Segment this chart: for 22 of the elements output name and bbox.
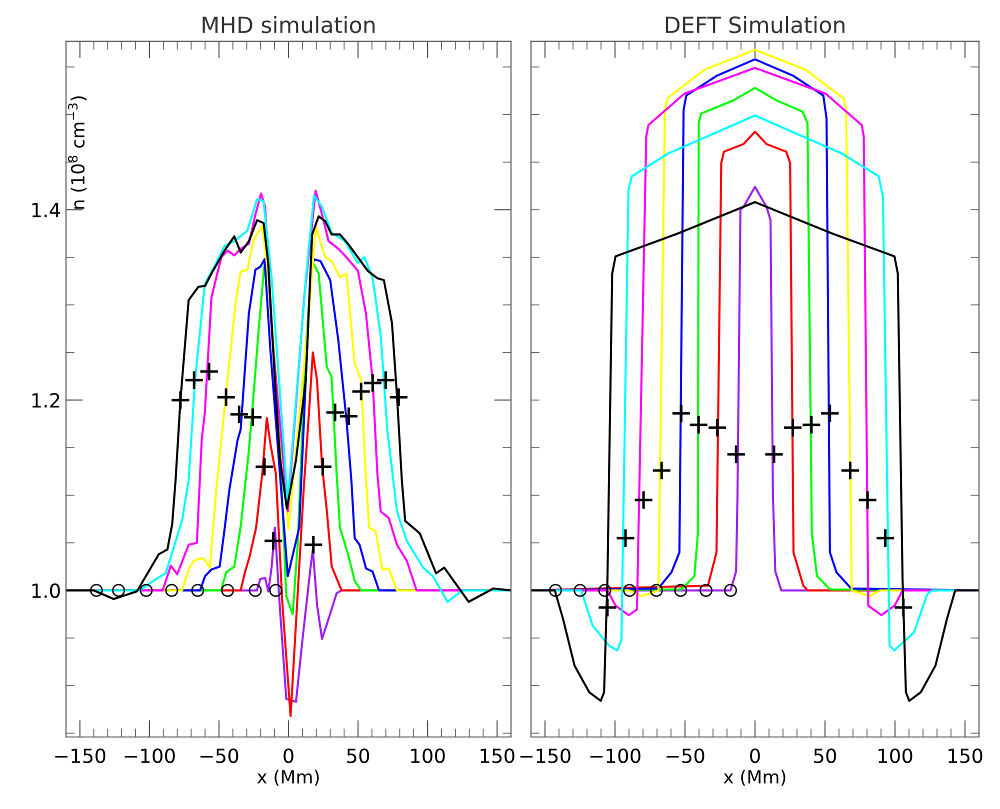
x-axis-title: x (Mm) (724, 770, 786, 786)
x-tick-label: 50 (814, 748, 836, 764)
x-tick-label: 100 (411, 748, 445, 764)
chart-title: MHD simulation (202, 16, 375, 34)
x-tick-label: 0 (284, 748, 294, 764)
x-tick-label: 150 (948, 748, 982, 764)
x-tick-label: −150 (520, 748, 570, 764)
x-tick-label: −150 (55, 748, 106, 764)
x-axis-title: x (Mm) (257, 770, 319, 786)
x-tick-label: −50 (200, 748, 238, 764)
y-tick-label: 1.4 (32, 202, 60, 218)
x-tick-label: 0 (750, 748, 760, 764)
x-tick-label: −100 (124, 748, 175, 764)
x-tick-label: 50 (347, 748, 370, 764)
y-axis-title: n (10$^{8}$ cm$^{−3}$) (68, 96, 87, 209)
chart-title: DEFT Simulation (666, 16, 844, 34)
x-tick-label: −50 (666, 748, 704, 764)
x-tick-label: −100 (590, 748, 640, 764)
y-tick-label: 1.2 (32, 393, 60, 408)
x-tick-label: 100 (878, 748, 912, 764)
y-tick-label: 1.0 (32, 583, 60, 598)
x-tick-label: 150 (480, 748, 514, 764)
